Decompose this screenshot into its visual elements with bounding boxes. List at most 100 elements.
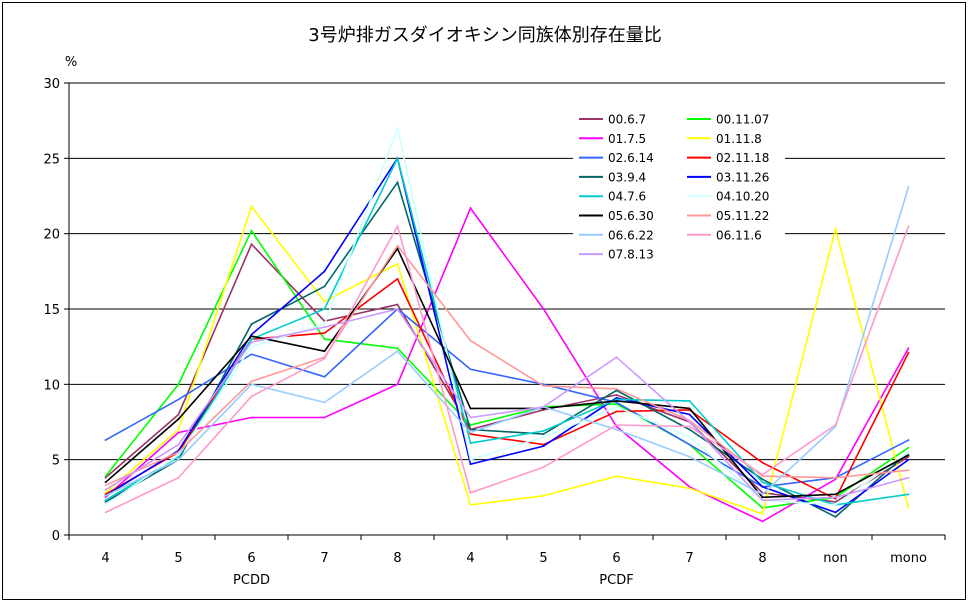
- data-point: [323, 350, 326, 353]
- y-tick-label: 15: [43, 303, 60, 318]
- data-point: [323, 357, 326, 360]
- axes: [64, 82, 946, 540]
- data-point: [834, 500, 837, 503]
- data-point: [469, 339, 472, 342]
- data-point: [907, 454, 910, 457]
- data-point: [104, 476, 107, 479]
- legend-label: 05.11.22: [716, 209, 769, 223]
- data-point: [104, 494, 107, 497]
- data-point: [177, 418, 180, 420]
- data-point: [323, 401, 326, 404]
- data-point: [469, 207, 472, 209]
- data-point: [834, 497, 837, 500]
- data-point: [177, 383, 180, 386]
- data-point: [323, 285, 326, 288]
- series-polyline: [105, 156, 909, 514]
- data-point: [907, 451, 910, 454]
- data-point: [177, 431, 180, 434]
- data-point: [250, 341, 253, 344]
- data-point: [323, 338, 326, 341]
- series-line: [104, 155, 910, 506]
- data-point: [323, 416, 326, 419]
- data-point: [177, 443, 180, 446]
- data-point: [396, 347, 399, 350]
- data-point: [469, 463, 472, 466]
- legend-label: 03.9.4: [608, 170, 646, 184]
- data-point: [761, 461, 764, 464]
- data-point: [177, 398, 180, 401]
- chart-title: 3号炉排ガスダイオキシン同族体別存在量比: [308, 25, 661, 46]
- x-group-label: PCDD: [233, 573, 270, 588]
- data-point: [615, 401, 618, 404]
- data-point: [907, 351, 910, 354]
- y-tick-label: 0: [52, 529, 60, 544]
- series-polyline: [104, 206, 910, 523]
- data-point: [323, 332, 326, 335]
- x-tick-label: mono: [890, 551, 927, 566]
- legend-label: 05.6.30: [608, 209, 654, 223]
- x-tick-label: 5: [539, 551, 547, 566]
- x-tick-label: 8: [758, 551, 766, 566]
- data-point: [469, 368, 472, 371]
- data-point: [542, 430, 545, 432]
- data-point: [104, 475, 107, 478]
- legend-label: 02.6.14: [608, 151, 654, 165]
- data-point: [907, 439, 910, 441]
- data-point: [907, 458, 910, 461]
- series-polyline: [105, 125, 909, 506]
- data-point: [834, 424, 837, 426]
- series-line: [104, 308, 910, 502]
- data-point: [834, 511, 837, 514]
- data-point: [469, 431, 472, 434]
- y-tick-label: 10: [43, 378, 60, 393]
- series-line: [104, 125, 910, 506]
- data-point: [323, 326, 326, 328]
- data-point: [396, 225, 399, 228]
- data-point: [615, 475, 618, 478]
- legend-label: 06.6.22: [608, 228, 654, 242]
- data-point: [761, 520, 764, 523]
- data-point: [907, 506, 910, 509]
- series-line: [104, 180, 910, 518]
- data-point: [542, 433, 545, 435]
- y-axis-unit: %: [65, 55, 77, 70]
- data-point: [250, 229, 253, 232]
- data-point: [104, 439, 107, 441]
- gridlines: [69, 82, 945, 461]
- legend-background: [573, 103, 785, 271]
- series-line: [104, 277, 910, 500]
- data-point: [396, 308, 399, 310]
- data-point: [177, 458, 180, 461]
- data-point: [688, 425, 691, 428]
- data-point: [834, 478, 837, 481]
- legend-label: 02.11.18: [716, 151, 769, 165]
- series-polyline: [105, 223, 910, 514]
- series-line: [104, 206, 910, 523]
- legend-label: 04.7.6: [608, 190, 646, 204]
- series-line: [104, 156, 910, 514]
- data-point: [615, 398, 618, 401]
- x-group-label: PCDF: [599, 573, 633, 588]
- legend-label: 01.11.8: [716, 132, 762, 146]
- data-point: [615, 387, 618, 390]
- data-point: [761, 496, 764, 499]
- data-point: [688, 487, 691, 490]
- series-polyline: [105, 180, 910, 518]
- series-polyline: [104, 247, 909, 499]
- data-point: [907, 493, 910, 496]
- data-point: [469, 433, 472, 435]
- data-point: [104, 500, 107, 503]
- line-chart: 3号炉排ガスダイオキシン同族体別存在量比 % 0 5 10 15 20 25 30 4 5 6 7…: [43, 25, 946, 588]
- legend: 00.6.7 00.11.07 01.7.5 01.11.8 02.6.14 02.11.…: [573, 103, 785, 271]
- data-point: [761, 481, 764, 484]
- x-group-labels: PCDD PCDF: [233, 573, 634, 588]
- data-point: [761, 473, 764, 476]
- data-point: [907, 347, 910, 350]
- data-point: [761, 493, 764, 496]
- y-tick-labels: 0 5 10 15 20 25 30: [43, 77, 60, 544]
- data-point: [615, 424, 618, 426]
- y-tick-label: 5: [52, 454, 60, 469]
- data-point: [615, 400, 618, 402]
- data-point: [688, 485, 691, 488]
